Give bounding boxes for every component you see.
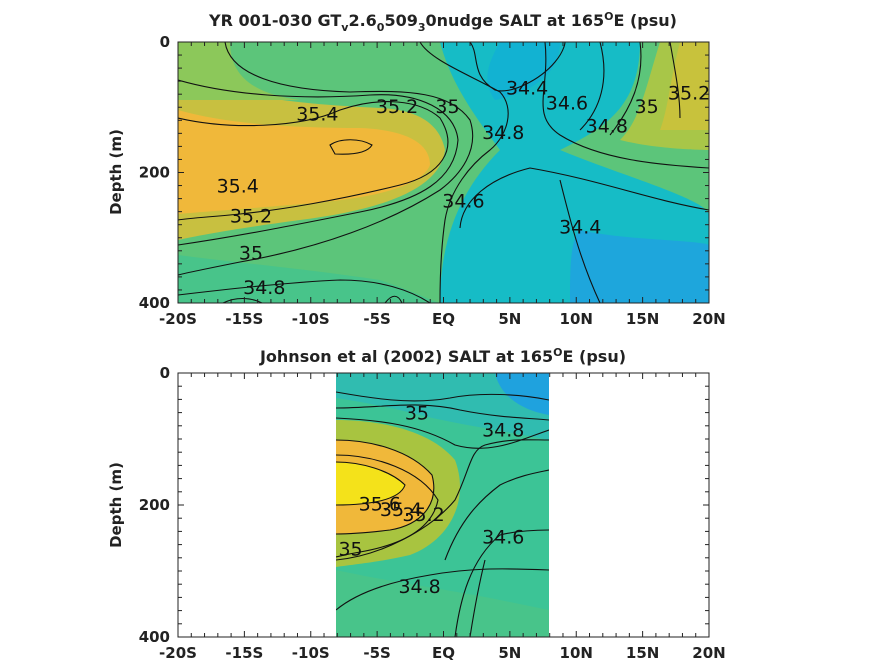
- contour-line: [336, 439, 435, 535]
- observation-y-tick-label: 200: [139, 496, 170, 514]
- model-panel: YR 001-030 GTv2.6050930nudge SALT at 165…: [107, 10, 726, 328]
- model-contour-label: 35: [239, 243, 263, 265]
- observation-x-tick-label: -15S: [225, 644, 263, 662]
- model-field-south-surface: [178, 42, 300, 100]
- observation-panel-title: Johnson et al (2002) SALT at 165OE (psu): [259, 346, 626, 366]
- contour-line: [384, 295, 403, 303]
- observation-y-tick-label: 400: [139, 628, 170, 646]
- model-contour-label: 35.2: [376, 96, 418, 118]
- observation-x-tick-label: -10S: [292, 644, 330, 662]
- contour-line: [454, 529, 549, 637]
- observation-x-tick-label: EQ: [432, 644, 455, 662]
- observation-x-tick-label: 20N: [692, 644, 725, 662]
- contour-line: [178, 79, 459, 246]
- model-x-tick-label: 15N: [626, 310, 659, 328]
- model-contour-label: 35.4: [296, 104, 338, 126]
- model-contour-label: 34.6: [546, 92, 588, 114]
- observation-field-deep: [336, 570, 549, 637]
- observation-contour-label: 35.4: [380, 499, 422, 521]
- contour-line: [178, 101, 449, 221]
- observation-field-highest: [336, 462, 405, 505]
- model-contour-label: 34.4: [559, 216, 601, 238]
- observation-contour-label: 35.6: [359, 494, 401, 516]
- contour-line: [459, 167, 709, 229]
- model-x-tick-label: 20N: [692, 310, 725, 328]
- observation-contour-label: 35.2: [402, 504, 444, 526]
- observation-contour-labels: 35 34.8 35.635.435.2 34.6 35 34.8: [338, 402, 524, 598]
- model-y-tick-label: 200: [139, 164, 170, 182]
- model-x-tick-label: -15S: [225, 310, 263, 328]
- observation-y-tick-label: 0: [160, 364, 170, 382]
- contour-line: [222, 297, 263, 303]
- model-x-tick-label: EQ: [432, 310, 455, 328]
- model-x-tick-label: 5N: [498, 310, 521, 328]
- contour-line: [542, 42, 709, 169]
- contour-line: [178, 42, 474, 276]
- model-contour-label: 35.4: [217, 175, 259, 197]
- model-contour-labels: 35.4 35.2 3534.434.634.83535.234.835.435.2…: [217, 77, 711, 299]
- observation-contour-label: 34.8: [398, 576, 440, 598]
- model-contour-label: 34.8: [482, 122, 524, 144]
- observation-x-tick-label: -20S: [159, 644, 197, 662]
- model-contour-label: 35.2: [230, 205, 272, 227]
- contour-line: [336, 439, 549, 561]
- contour-line: [419, 42, 509, 303]
- contour-line: [336, 454, 439, 558]
- contour-line: [178, 279, 431, 303]
- model-contour-label: 35: [635, 96, 659, 118]
- model-field-ne-highest: [660, 42, 709, 130]
- model-field-highest: [178, 110, 430, 214]
- model-field-lowest-north: [487, 42, 560, 100]
- observation-y-axis-label: Depth (m): [107, 462, 125, 548]
- model-contour-label: 34.4: [506, 77, 548, 99]
- observation-field-lowest: [495, 373, 549, 415]
- model-contour-label: 35.2: [668, 83, 710, 105]
- model-panel-title: YR 001-030 GTv2.6050930nudge SALT at 165…: [208, 10, 677, 34]
- contour-line: [609, 42, 642, 136]
- contour-line: [336, 391, 549, 402]
- observation-axes: -20S -15S -10S -5S EQ 5N 10N 15N 20N 0 200 400: [139, 364, 726, 662]
- model-x-tick-label: -5S: [363, 310, 390, 328]
- observation-x-tick-label: 5N: [498, 644, 521, 662]
- model-field: [178, 42, 709, 303]
- observation-contour-label: 34.6: [482, 527, 524, 549]
- observation-contour-label: 34.8: [482, 420, 524, 442]
- model-contour-label: 34.8: [586, 115, 628, 137]
- observation-x-tick-label: 15N: [626, 644, 659, 662]
- model-axes: -20S -15S -10S -5S EQ 5N 10N 15N 20N 0 200 400: [139, 33, 726, 328]
- contour-line: [669, 42, 681, 119]
- contour-line: [469, 42, 566, 92]
- contour-line: [329, 139, 373, 155]
- contour-line: [336, 461, 406, 506]
- contour-line: [444, 469, 549, 561]
- model-x-tick-label: -20S: [159, 310, 197, 328]
- observation-panel: Johnson et al (2002) SALT at 165OE (psu)…: [107, 346, 726, 662]
- contour-line: [469, 559, 486, 637]
- model-x-tick-label: -10S: [292, 310, 330, 328]
- model-y-tick-label: 0: [160, 33, 170, 51]
- observation-x-tick-label: -5S: [363, 644, 390, 662]
- model-x-tick-label: 10N: [560, 310, 593, 328]
- model-contour-label: 35: [435, 96, 459, 118]
- observation-field: [336, 373, 549, 637]
- model-contour-label: 34.6: [442, 190, 484, 212]
- contour-line: [336, 404, 549, 421]
- observation-contour-label: 35: [338, 538, 362, 560]
- model-contour-label: 34.8: [243, 277, 285, 299]
- contour-line: [579, 42, 605, 131]
- observation-x-tick-label: 10N: [560, 644, 593, 662]
- model-y-tick-label: 400: [139, 294, 170, 312]
- model-field-lowest-deep: [570, 230, 709, 303]
- model-y-axis-label: Depth (m): [107, 129, 125, 215]
- model-field-south-deep: [178, 255, 440, 303]
- contour-line: [559, 179, 601, 303]
- contour-line: [336, 568, 549, 611]
- observation-contour-label: 35: [405, 402, 429, 424]
